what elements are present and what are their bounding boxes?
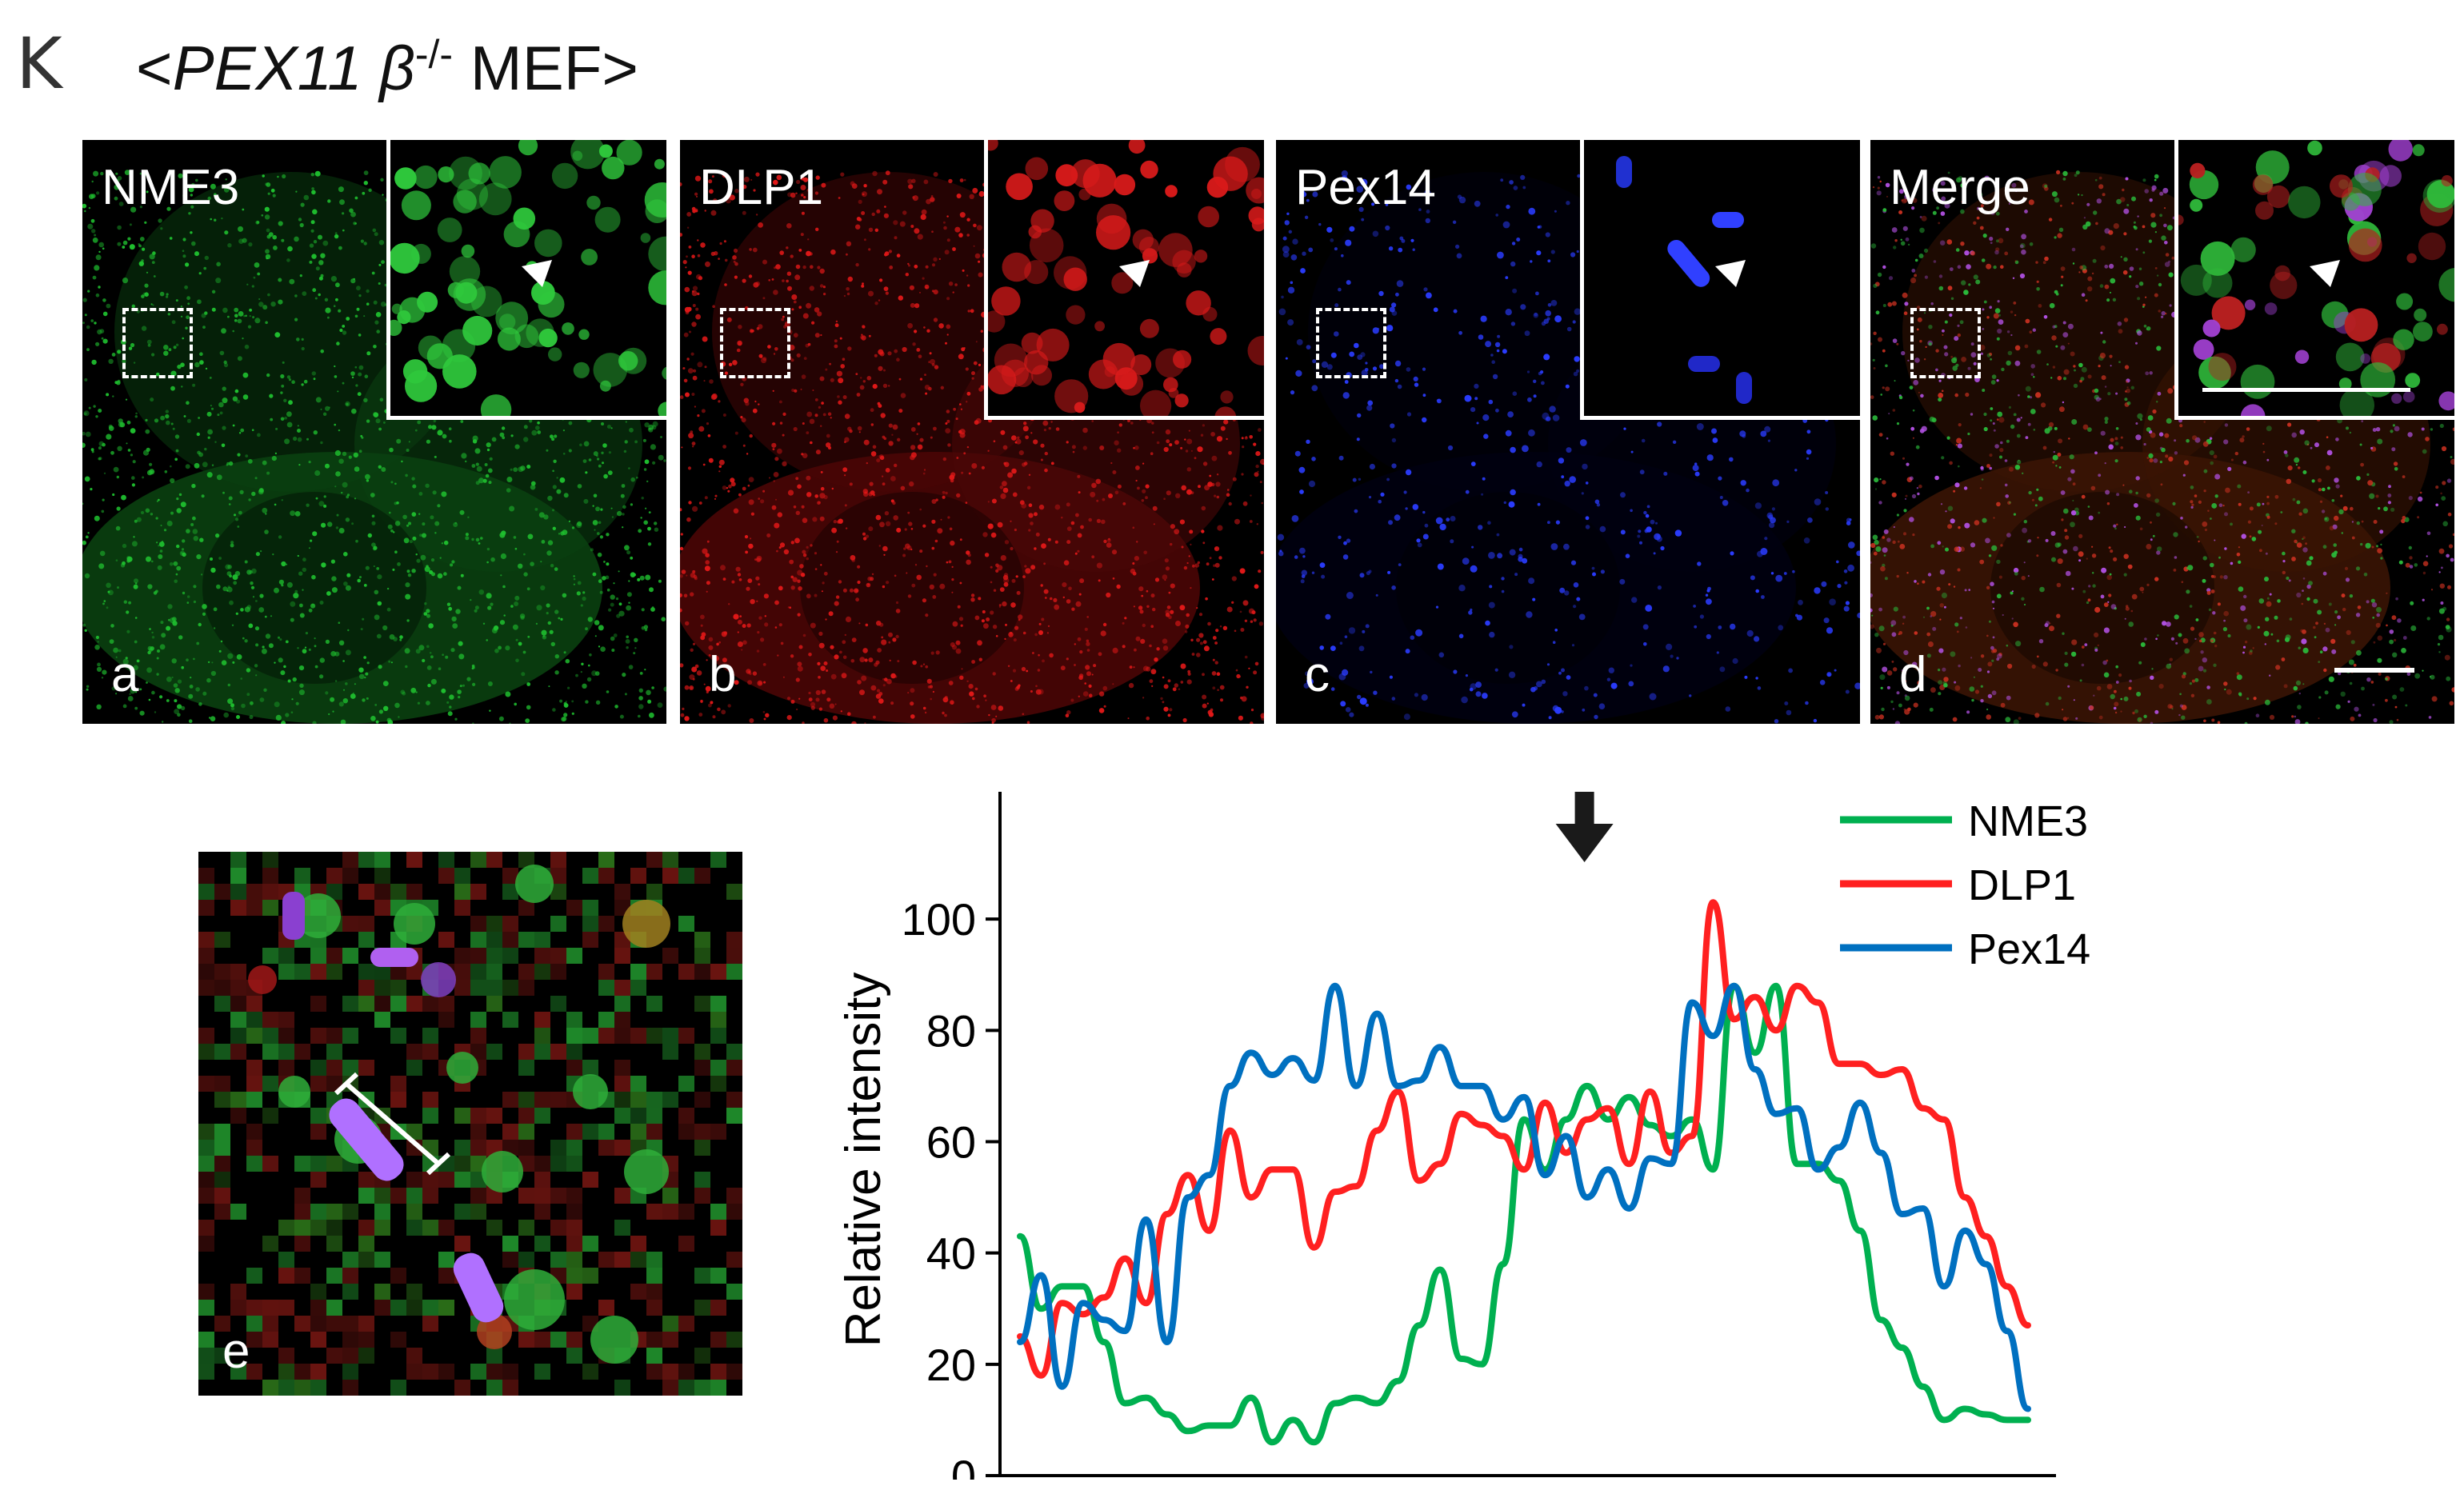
- title-genotype: -/-: [414, 32, 454, 77]
- arrowhead-icon: [1119, 260, 1150, 287]
- scale-bar: [2334, 668, 2414, 673]
- nme3-texture: [82, 170, 666, 724]
- panel-letter: c: [1305, 647, 1330, 702]
- peak-arrow-icon: [1555, 792, 1614, 862]
- inset-merge: [2174, 140, 2454, 420]
- series-line-pex14: [1017, 982, 2031, 1412]
- title-beta: β: [379, 33, 415, 103]
- pex14-inset-shapes: [1616, 156, 1752, 404]
- y-axis-label: Relative intensity: [836, 973, 891, 1348]
- inset-pex14: [1580, 140, 1860, 420]
- legend-label: Pex14: [1968, 925, 2090, 973]
- panel-letter: d: [1899, 647, 1927, 702]
- panel-label: DLP1: [699, 160, 824, 215]
- panel-label: Merge: [1890, 160, 2030, 215]
- roi-box: [1910, 308, 1981, 378]
- arrowhead-icon: [1715, 260, 1746, 287]
- inset-scale-bar: [2202, 388, 2410, 392]
- chart-axes: [998, 792, 2056, 1477]
- panel-letter: a: [111, 647, 139, 702]
- panel-letter: e: [222, 1324, 250, 1379]
- roi-box: [122, 308, 193, 378]
- figure-title: <PEX11 β-/- MEF>: [136, 32, 638, 105]
- y-tick-label: 60: [926, 1117, 976, 1168]
- zoom-panel-e: e: [198, 852, 742, 1396]
- zoom-texture: [198, 852, 742, 1396]
- roi-box: [720, 308, 790, 378]
- micrograph-nme3: NME3 a: [82, 140, 666, 724]
- arrowhead-icon: [2310, 260, 2340, 287]
- micrograph-merge: Merge d: [1870, 140, 2454, 724]
- arrowhead-icon: [522, 260, 552, 287]
- y-tick-label: 40: [926, 1228, 976, 1279]
- inset-nme3: [386, 140, 666, 420]
- title-prefix: <: [136, 33, 173, 103]
- figure-panel-letter: K: [16, 22, 62, 105]
- title-gene: PEX11: [172, 33, 362, 103]
- pex14-texture: [1276, 170, 1860, 724]
- series-line-dlp1: [1017, 899, 2031, 1379]
- title-suffix: MEF>: [453, 33, 638, 103]
- panel-letter: b: [709, 647, 737, 702]
- micrograph-pex14: Pex14 c: [1276, 140, 1860, 724]
- intensity-line-chart: 0 20 40 60 80 100 NME3 DLP1 Pex14 Relative inte…: [836, 792, 2090, 1480]
- y-tick-label: 20: [926, 1340, 976, 1390]
- y-tick-label: 80: [926, 1005, 976, 1056]
- y-tick-label: 100: [902, 894, 976, 945]
- y-tick-label: 0: [951, 1451, 976, 1480]
- roi-box: [1316, 308, 1386, 378]
- inset-dlp1: [984, 140, 1264, 420]
- panel-label: NME3: [102, 160, 240, 215]
- line-profile-marker: [334, 1072, 451, 1176]
- legend-label: DLP1: [1968, 861, 2076, 909]
- legend-label: NME3: [1968, 797, 2088, 845]
- panel-label: Pex14: [1295, 160, 1436, 215]
- micrograph-dlp1: DLP1 b: [680, 140, 1264, 724]
